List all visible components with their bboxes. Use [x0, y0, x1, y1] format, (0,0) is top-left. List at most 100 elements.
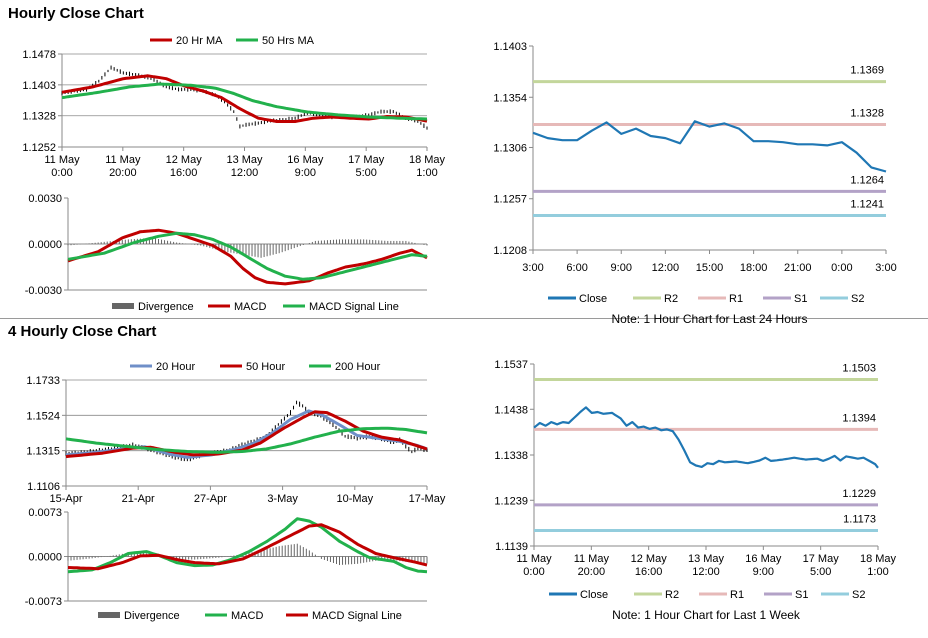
- four-hourly-levels-x-tick-label: 17 May: [803, 553, 840, 565]
- four-hourly-levels-y-tick-label: 1.1537: [494, 359, 528, 371]
- four-hourly-price-y-tick-label: 1.1106: [27, 481, 60, 493]
- hourly-price-x-tick-label: 13 May: [226, 154, 263, 166]
- hourly-price-x-tick-label: 16:00: [170, 167, 198, 179]
- hourly-price-x-tick-label: 11 May: [105, 154, 141, 166]
- hourly-macd-legend-label: MACD Signal Line: [309, 301, 399, 313]
- four-hourly-price-x-tick-label: 21-Apr: [122, 493, 155, 505]
- hourly-levels-level-label-s2: 1.1241: [850, 198, 884, 210]
- hourly-levels-x-tick-label: 9:00: [611, 262, 632, 274]
- hourly-price-x-tick-label: 9:00: [295, 167, 316, 179]
- four-hourly-levels-legend-label: S2: [852, 589, 865, 601]
- four-hourly-macd-series-macd: [67, 517, 428, 574]
- hourly-price-x-tick-label: 0:00: [51, 167, 72, 179]
- four-hourly-levels-level-label-s2: 1.1173: [843, 513, 876, 525]
- four-hourly-levels-y-tick-label: 1.1239: [494, 495, 528, 507]
- four-hourly-levels-x-tick-label: 11 May: [516, 553, 552, 565]
- four-hourly-levels-note: Note: 1 Hour Chart for Last 1 Week: [612, 608, 801, 622]
- hourly-levels-legend-label: S2: [851, 293, 864, 305]
- four-hourly-macd-y-tick-label: 0.0000: [28, 552, 62, 564]
- hourly-levels-note: Note: 1 Hour Chart for Last 24 Hours: [611, 312, 807, 326]
- hourly-price-x-tick-label: 12 May: [166, 154, 203, 166]
- hourly-price-x-tick-label: 12:00: [231, 167, 259, 179]
- four-hourly-macd-y-tick-label: -0.0073: [25, 596, 62, 608]
- hourly-levels-x-tick-label: 12:00: [652, 262, 680, 274]
- hourly-levels-series-close: [532, 120, 887, 173]
- four-hourly-levels-level-label-r2: 1.1503: [842, 363, 876, 375]
- hourly-macd-series-macd-signal-line: [67, 231, 428, 281]
- hourly-macd-y-tick-label: 0.0000: [28, 239, 62, 251]
- four-hourly-levels-y-tick-label: 1.1438: [494, 404, 528, 416]
- four-hourly-levels-x-tick-label: 20:00: [578, 566, 606, 578]
- hourly-price-x-tick-label: 16 May: [287, 154, 324, 166]
- four-hourly-levels-y-tick-label: 1.1139: [495, 541, 528, 553]
- hourly-levels-y-tick-label: 1.1306: [493, 142, 527, 154]
- hourly-levels-x-tick-label: 21:00: [784, 262, 812, 274]
- hourly-levels-level-label-r1: 1.1328: [850, 107, 884, 119]
- hourly-price-series-20-hr-ma: [61, 74, 428, 123]
- four-hourly-levels-level-label-r1: 1.1394: [842, 412, 876, 424]
- four-hourly-price-y-tick-label: 1.1315: [26, 446, 60, 458]
- four-hourly-levels-x-tick-label: 12 May: [631, 553, 668, 565]
- hourly-levels-x-tick-label: 6:00: [566, 262, 587, 274]
- four-hourly-levels-series-close: [533, 406, 879, 469]
- four-hourly-price-series-50-hour: [65, 410, 428, 459]
- four-hourly-macd-series-macd-signal-line: [67, 523, 428, 571]
- four-hourly-price-x-tick-label: 3-May: [267, 493, 298, 505]
- four-hourly-levels-x-tick-label: 11 May: [574, 553, 610, 565]
- hourly-levels-x-tick-label: 3:00: [522, 262, 543, 274]
- hourly-levels-legend-label: Close: [579, 293, 607, 305]
- hourly-macd-y-tick-label: 0.0030: [28, 193, 62, 205]
- hourly-price-y-tick-label: 1.1328: [22, 111, 56, 123]
- four-hourly-levels-y-tick-label: 1.1338: [494, 450, 528, 462]
- four-hourly-price-y-tick-label: 1.1733: [26, 375, 60, 387]
- hourly-levels-level-label-r2: 1.1369: [850, 65, 884, 77]
- hourly-price-x-tick-label: 11 May: [44, 154, 80, 166]
- four-hourly-price-x-tick-label: 17-May: [409, 493, 446, 505]
- hourly-levels-legend-label: R2: [664, 293, 678, 305]
- hourly-price-x-tick-label: 1:00: [416, 167, 437, 179]
- four-hourly-price-x-tick-label: 15-Apr: [49, 493, 82, 505]
- hourly-macd-legend-label: MACD: [234, 301, 266, 313]
- four-hourly-levels-level-label-s1: 1.1229: [842, 488, 876, 500]
- four-hourly-levels-x-tick-label: 16:00: [635, 566, 663, 578]
- hourly-levels-legend-label: R1: [729, 293, 743, 305]
- four-hourly-price-x-tick-label: 27-Apr: [194, 493, 227, 505]
- four-hourly-levels-x-tick-label: 5:00: [810, 566, 831, 578]
- hourly-close-chart-title: Hourly Close Chart: [8, 5, 144, 22]
- four-hourly-levels-x-tick-label: 9:00: [753, 566, 774, 578]
- hourly-macd-y-tick-label: -0.0030: [25, 285, 62, 297]
- hourly-macd-series-macd: [67, 228, 428, 286]
- four-hourly-close-chart-title: 4 Hourly Close Chart: [8, 323, 157, 340]
- four-hourly-levels-legend-label: S1: [795, 589, 808, 601]
- four-hourly-macd-legend-label: MACD Signal Line: [312, 610, 402, 622]
- four-hourly-levels-legend-label: Close: [580, 589, 608, 601]
- four-hourly-price-legend-label: 200 Hour: [335, 361, 381, 373]
- hourly-levels-y-tick-label: 1.1403: [493, 41, 527, 53]
- four-hourly-macd-legend-swatch: [98, 612, 120, 618]
- hourly-levels-x-tick-label: 0:00: [831, 262, 852, 274]
- hourly-price-legend-label: 50 Hrs MA: [262, 35, 315, 47]
- hourly-levels-x-tick-label: 3:00: [875, 262, 896, 274]
- four-hourly-price-x-tick-label: 10-May: [336, 493, 373, 505]
- four-hourly-price-y-tick-label: 1.1524: [26, 410, 60, 422]
- hourly-price-x-tick-label: 5:00: [355, 167, 376, 179]
- hourly-macd-legend-label: Divergence: [138, 301, 194, 313]
- hourly-levels-y-tick-label: 1.1208: [493, 245, 527, 257]
- hourly-price-y-tick-label: 1.1252: [22, 142, 56, 154]
- hourly-levels-x-tick-label: 18:00: [740, 262, 768, 274]
- section-divider: [0, 318, 928, 319]
- four-hourly-levels-x-tick-label: 18 May: [860, 553, 897, 565]
- four-hourly-macd-legend-label: MACD: [231, 610, 263, 622]
- four-hourly-price-legend-label: 50 Hour: [246, 361, 285, 373]
- four-hourly-levels-x-tick-label: 0:00: [523, 566, 544, 578]
- hourly-levels-x-tick-label: 15:00: [696, 262, 724, 274]
- hourly-levels-y-tick-label: 1.1257: [493, 194, 527, 206]
- hourly-price-legend-label: 20 Hr MA: [176, 35, 223, 47]
- four-hourly-levels-x-tick-label: 1:00: [867, 566, 888, 578]
